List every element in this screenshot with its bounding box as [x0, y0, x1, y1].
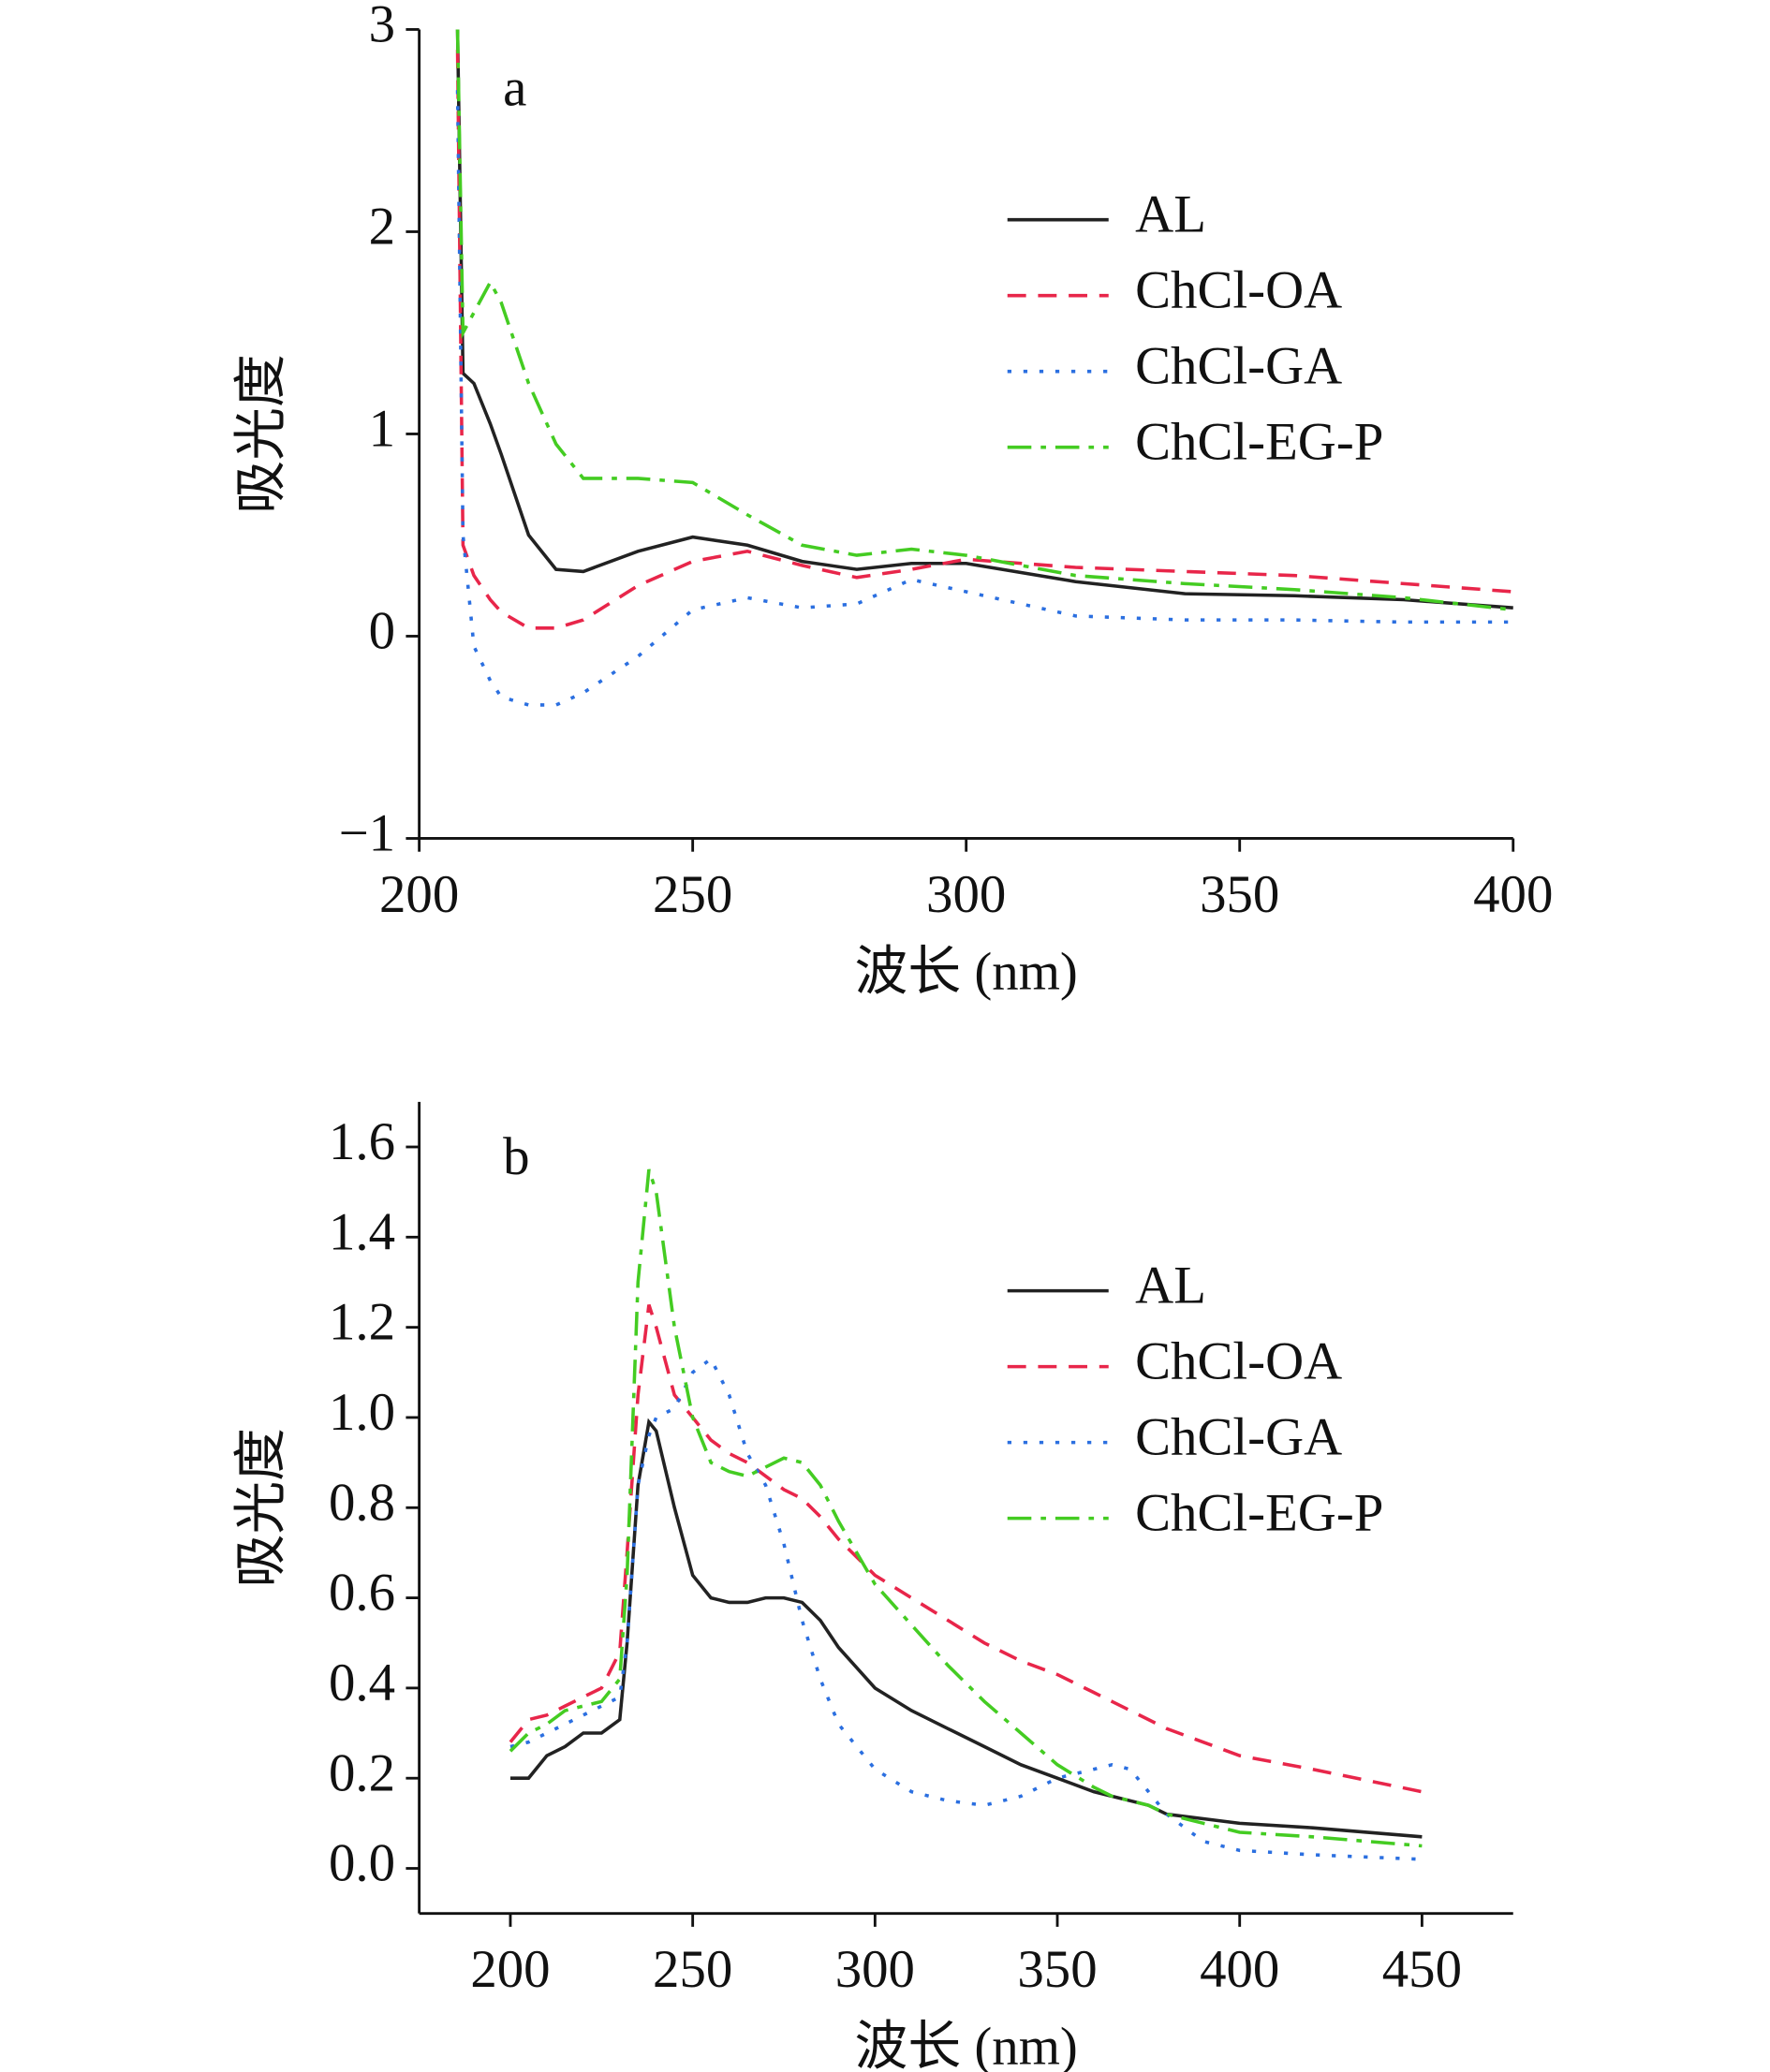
x-tick-label: 450 [1382, 1940, 1462, 1999]
y-tick-label: 2 [369, 198, 395, 257]
legend-label: ChCl-GA [1135, 337, 1342, 396]
panel-label: b [503, 1127, 529, 1186]
data-line [509, 1168, 1423, 1848]
legend-label: AL [1135, 185, 1206, 244]
legend-label: ChCl-OA [1135, 261, 1342, 320]
x-tick-label: 350 [1017, 1940, 1097, 1999]
y-tick-label: 1.6 [329, 1112, 395, 1171]
y-tick-label: 3 [369, 0, 395, 54]
data-line [455, 50, 1513, 630]
y-tick-label: 0 [369, 602, 395, 661]
y-tick-label: 0.6 [329, 1564, 395, 1623]
y-tick-label: 1.0 [329, 1383, 395, 1442]
legend-label: ChCl-EG-P [1135, 413, 1383, 472]
x-tick-label: 250 [653, 1940, 732, 1999]
data-line [455, 29, 1513, 612]
x-tick-label: 200 [470, 1940, 550, 1999]
y-tick-label: 0.2 [329, 1743, 395, 1802]
y-tick-label: 0.0 [329, 1834, 395, 1893]
y-tick-label: 0.8 [329, 1473, 395, 1532]
data-line [455, 29, 1513, 610]
x-tick-label: 400 [1200, 1940, 1279, 1999]
x-tick-label: 250 [653, 865, 732, 924]
x-tick-label: 300 [926, 865, 1006, 924]
x-axis-title: 波长 (nm) [855, 942, 1078, 1001]
x-tick-label: 350 [1200, 865, 1279, 924]
x-tick-label: 400 [1473, 865, 1553, 924]
legend-label: AL [1135, 1256, 1206, 1315]
data-line [509, 1418, 1423, 1839]
data-line [509, 1304, 1423, 1794]
y-tick-label: −1 [339, 804, 395, 863]
x-tick-label: 200 [379, 865, 459, 924]
panel-label: a [503, 59, 526, 118]
legend-label: ChCl-EG-P [1135, 1484, 1383, 1543]
legend-label: ChCl-OA [1135, 1332, 1342, 1391]
legend-label: ChCl-GA [1135, 1408, 1342, 1467]
x-tick-label: 300 [835, 1940, 915, 1999]
y-tick-label: 1.4 [329, 1202, 395, 1261]
x-axis-title: 波长 (nm) [855, 2018, 1078, 2072]
data-line [455, 90, 1513, 707]
y-tick-label: 1 [369, 400, 395, 459]
y-axis-title: 吸光度 [231, 354, 290, 513]
y-tick-label: 1.2 [329, 1293, 395, 1352]
y-tick-label: 0.4 [329, 1653, 395, 1712]
y-axis-title: 吸光度 [231, 1428, 290, 1587]
